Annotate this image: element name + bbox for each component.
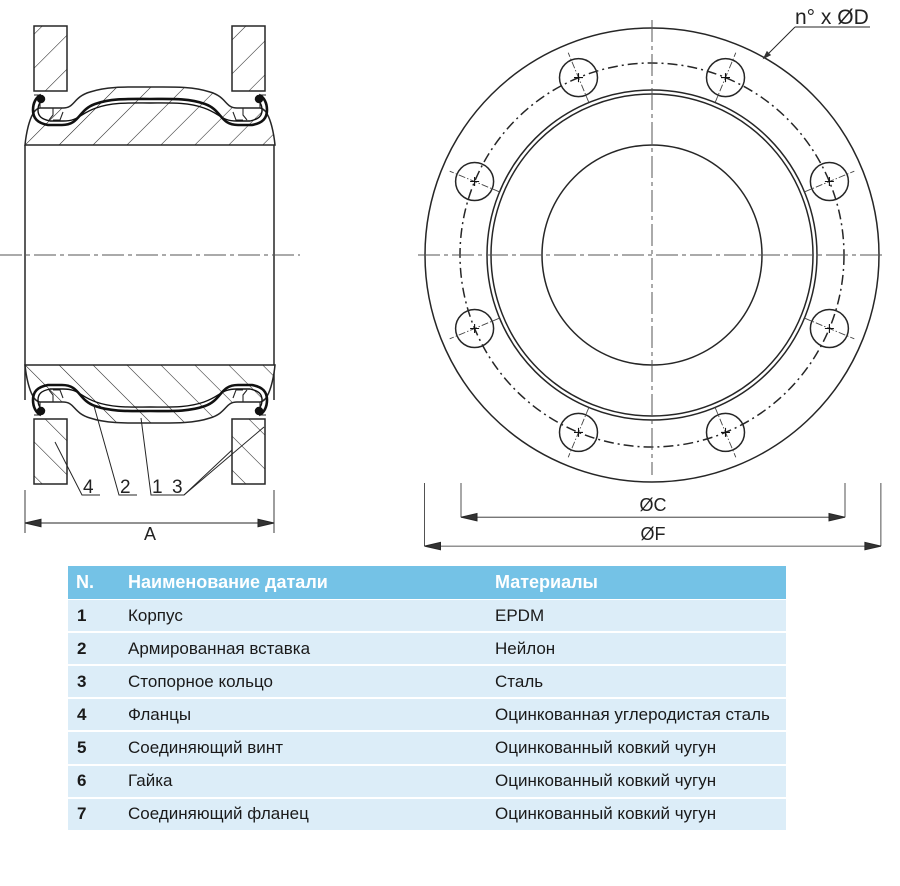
svg-text:1: 1 (152, 477, 163, 498)
svg-text:3: 3 (172, 477, 183, 498)
svg-text:A: A (144, 524, 156, 544)
svg-text:4: 4 (83, 477, 94, 498)
svg-text:ØF: ØF (641, 524, 666, 544)
svg-text:n° x ØD: n° x ØD (795, 6, 869, 29)
svg-text:ØC: ØC (640, 495, 667, 515)
svg-text:2: 2 (120, 477, 131, 498)
